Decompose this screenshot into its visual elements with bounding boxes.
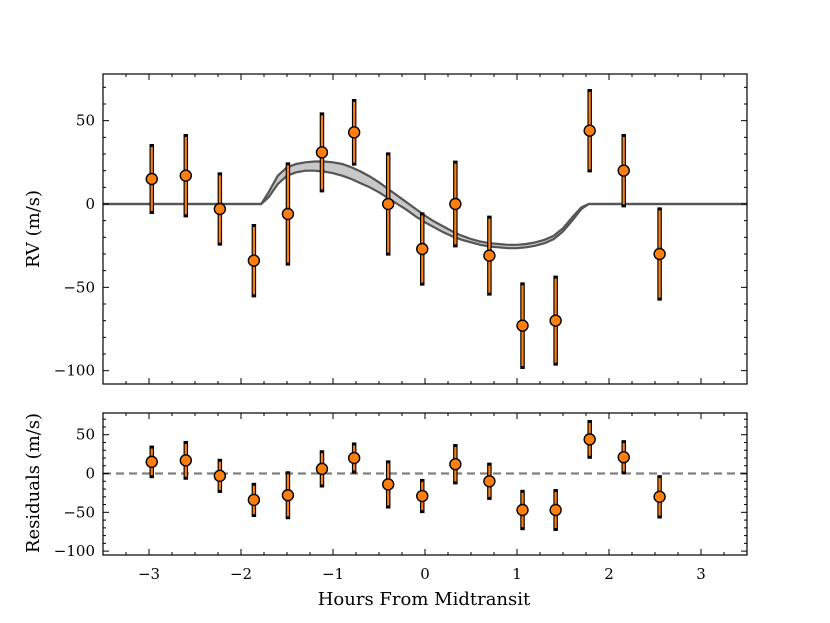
rv-y-axis-label: RV (m/s) <box>23 190 44 268</box>
plot-area <box>103 419 747 531</box>
x-tick-label: −3 <box>138 565 160 583</box>
data-point <box>483 475 496 488</box>
data-point <box>617 451 630 464</box>
data-point <box>281 207 295 221</box>
x-tick-label: 2 <box>604 565 614 583</box>
data-point <box>247 254 261 267</box>
data-point <box>179 454 193 467</box>
y-tick-label: −100 <box>54 362 95 380</box>
data-point <box>213 202 227 216</box>
residuals-panel: −100 −50 0 50 −3 −2 −1 0 1 2 3 <box>54 412 748 583</box>
data-point <box>583 124 596 137</box>
residuals-y-axis-label: Residuals (m/s) <box>23 413 44 553</box>
data-point <box>281 489 295 502</box>
y-tick-label: 50 <box>76 112 95 130</box>
data-point <box>416 489 429 503</box>
x-tick-label: 3 <box>696 565 706 583</box>
x-axis-label: Hours From Midtransit <box>318 589 531 610</box>
plot-area <box>103 89 747 369</box>
data-point <box>213 469 227 483</box>
data-point <box>315 462 329 476</box>
data-point <box>179 169 193 182</box>
x-tick-label: 0 <box>420 565 430 583</box>
x-tick-label: 1 <box>512 565 522 583</box>
y-tick-label: −50 <box>63 278 95 296</box>
data-point <box>516 503 529 517</box>
data-point <box>449 458 462 471</box>
y-tick-label: −100 <box>54 542 95 560</box>
data-point <box>145 455 158 469</box>
rv-panel: −100 −50 0 50 <box>54 73 748 385</box>
data-point <box>416 242 429 256</box>
data-point <box>449 197 462 211</box>
data-point <box>347 126 361 139</box>
y-tick-label: 50 <box>76 426 95 444</box>
y-tick-label: 0 <box>85 465 95 483</box>
axes-frame <box>102 73 748 385</box>
x-tick-label: −2 <box>230 565 252 583</box>
data-point <box>483 249 496 262</box>
data-point <box>653 490 666 504</box>
data-point <box>549 314 562 327</box>
axes-frame <box>102 412 748 556</box>
data-point <box>549 503 562 517</box>
model-band-lower-line <box>103 169 747 250</box>
data-point <box>247 493 261 507</box>
data-point <box>382 478 395 491</box>
model-band-upper-line <box>103 160 747 246</box>
y-tick-label: −50 <box>63 503 95 521</box>
data-point <box>516 319 529 332</box>
data-point <box>315 146 329 159</box>
x-tick-label: −1 <box>322 565 344 583</box>
data-point <box>583 433 596 446</box>
data-point <box>145 172 158 186</box>
data-point <box>382 197 395 211</box>
data-point <box>653 247 666 261</box>
data-point <box>347 451 361 465</box>
data-point <box>617 164 630 177</box>
y-tick-label: 0 <box>85 195 95 213</box>
